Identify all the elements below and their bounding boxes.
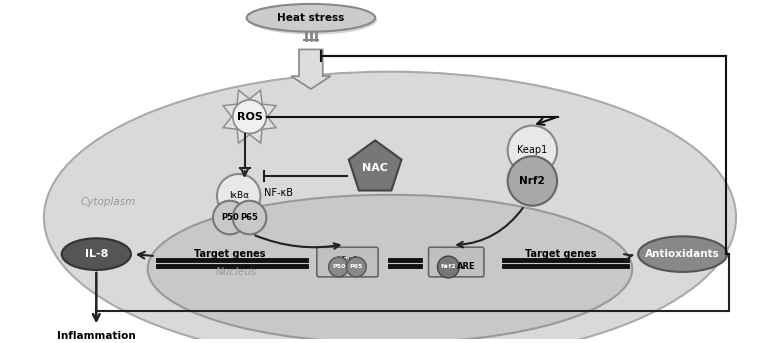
Circle shape xyxy=(233,201,266,234)
Polygon shape xyxy=(223,90,276,143)
Text: Inflammation: Inflammation xyxy=(57,331,136,341)
Text: P50: P50 xyxy=(332,264,345,270)
Text: Keap1: Keap1 xyxy=(518,145,548,155)
Text: IκBα: IκBα xyxy=(229,191,249,200)
Ellipse shape xyxy=(247,4,375,32)
Text: NAC: NAC xyxy=(362,163,388,173)
Ellipse shape xyxy=(638,236,727,272)
Circle shape xyxy=(329,257,348,277)
Ellipse shape xyxy=(147,195,632,343)
Circle shape xyxy=(508,156,557,206)
Polygon shape xyxy=(291,49,331,89)
Text: IL-8: IL-8 xyxy=(85,249,108,259)
Text: P65: P65 xyxy=(350,264,363,270)
Text: Cytoplasm: Cytoplasm xyxy=(81,197,136,207)
Text: P65: P65 xyxy=(241,213,258,222)
Text: Target genes: Target genes xyxy=(194,249,265,259)
Text: Nrf2: Nrf2 xyxy=(519,176,546,186)
Ellipse shape xyxy=(62,238,131,270)
FancyBboxPatch shape xyxy=(428,247,484,277)
Circle shape xyxy=(213,201,247,234)
FancyBboxPatch shape xyxy=(317,247,378,277)
Circle shape xyxy=(233,100,266,133)
Text: NF-κB: NF-κB xyxy=(265,188,293,198)
Text: NF-κB: NF-κB xyxy=(337,256,358,262)
Ellipse shape xyxy=(44,72,736,343)
Ellipse shape xyxy=(248,5,377,35)
Text: Nrf2: Nrf2 xyxy=(441,264,456,270)
Circle shape xyxy=(217,174,261,217)
Circle shape xyxy=(508,126,557,175)
Text: P50: P50 xyxy=(221,213,239,222)
Text: Nucleus: Nucleus xyxy=(216,267,258,277)
Polygon shape xyxy=(349,140,401,190)
Text: Target genes: Target genes xyxy=(525,249,597,259)
Circle shape xyxy=(346,257,366,277)
Text: Heat stress: Heat stress xyxy=(277,13,345,23)
Text: Antioxidants: Antioxidants xyxy=(646,249,720,259)
Text: ROS: ROS xyxy=(237,112,262,122)
Text: ARE: ARE xyxy=(457,262,476,271)
Circle shape xyxy=(438,256,459,278)
